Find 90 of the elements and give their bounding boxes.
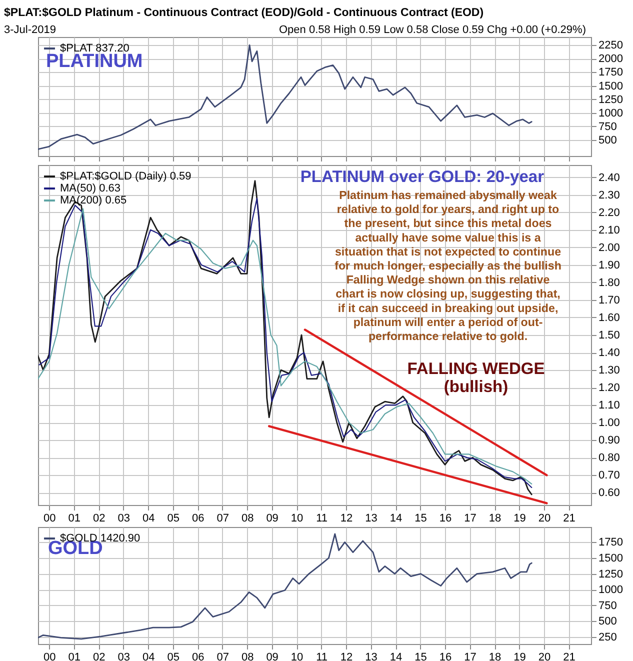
y-tick-label: 1.50 <box>598 330 620 342</box>
y-tick-label: 1250 <box>598 568 623 580</box>
y-tick-label: 2250 <box>598 40 623 52</box>
x-tick-label: 04 <box>142 652 155 661</box>
x-tick-label: 15 <box>414 652 427 661</box>
y-tick-label: 1000 <box>598 584 623 596</box>
legend-label: $PLAT:$GOLD (Daily) 0.59 <box>60 170 192 182</box>
x-tick-label: 01 <box>68 652 80 661</box>
x-tick-label: 19 <box>514 652 526 661</box>
x-tick-label: 15 <box>414 512 427 524</box>
y-tick-label: 1.20 <box>598 382 620 394</box>
y-tick-label: 2.30 <box>598 189 620 202</box>
x-tick-label: 21 <box>563 652 576 661</box>
x-tick-label: 11 <box>316 652 328 661</box>
text: Platinum has remained abysmally weak relative to gold for years, and right up to the present, but since this metal does actually have some value this is a situation that is not expected to continue for much longer, especially as the bullish Falling Wedge shown on this relative chart is now closing up, suggesting that, if it can succeed in breaking out upside, platinum will enter a period of out- performance relative to gold. <box>334 189 562 343</box>
x-tick-label: 20 <box>538 512 551 524</box>
line-series <box>38 44 532 150</box>
chart-title: $PLAT:$GOLD Platinum - Continuous Contract (EOD)/Gold - Continuous Contract (EOD) <box>4 7 484 19</box>
y-tick-label: 1000 <box>598 107 623 120</box>
x-tick-label: 06 <box>192 652 204 661</box>
y-tick-label: 0.90 <box>598 434 620 447</box>
y-tick-label: 1.40 <box>598 347 620 360</box>
y-tick-label: 750 <box>598 600 617 612</box>
x-tick-label: 20 <box>538 652 551 661</box>
x-tick-label: 14 <box>390 512 402 524</box>
y-tick-label: 1.70 <box>598 294 620 306</box>
y-tick-label: 0.60 <box>598 487 620 500</box>
x-tick-label: 12 <box>340 512 353 524</box>
x-tick-label: 16 <box>439 652 452 661</box>
x-tick-label: 04 <box>142 512 155 524</box>
y-tick-label: 1500 <box>598 552 623 564</box>
x-tick-label: 07 <box>216 512 229 524</box>
y-tick-label: 1750 <box>598 66 623 79</box>
x-tick-label: 18 <box>488 652 502 661</box>
y-tick-label: 2000 <box>598 53 623 66</box>
x-tick-label: 03 <box>118 512 130 524</box>
x-tick-label: 18 <box>488 512 502 524</box>
y-tick-label: 500 <box>598 134 617 147</box>
x-tick-label: 00 <box>44 652 56 661</box>
y-tick-label: 2.20 <box>598 206 620 219</box>
x-tick-label: 21 <box>563 512 576 524</box>
y-tick-label: 1.60 <box>598 312 620 324</box>
x-tick-label: 07 <box>216 652 229 661</box>
y-tick-label: 1500 <box>598 80 623 92</box>
x-tick-label: 13 <box>365 652 378 661</box>
x-tick-label: 08 <box>241 512 254 524</box>
y-tick-label: 500 <box>598 616 617 628</box>
x-tick-label: 13 <box>365 512 378 524</box>
y-tick-label: 0.80 <box>598 452 620 464</box>
y-tick-label: 2.00 <box>598 242 620 254</box>
y-tick-label: 2.40 <box>598 172 620 184</box>
legend-label: MA(200) 0.65 <box>60 194 127 206</box>
y-tick-label: 2.10 <box>598 224 620 236</box>
x-tick-label: 08 <box>241 652 254 661</box>
x-tick-label: 06 <box>192 512 204 524</box>
x-tick-label: 16 <box>439 512 452 524</box>
x-tick-label: 17 <box>464 652 476 661</box>
y-tick-label: 1.10 <box>598 400 620 412</box>
legend-label: MA(50) 0.63 <box>60 182 121 194</box>
y-tick-label: 1.90 <box>598 259 620 272</box>
text: Open 0.58 High 0.59 Low 0.58 Close 0.59 Chg +0.00 (+0.29%) <box>279 24 586 36</box>
x-tick-label: 10 <box>290 512 304 524</box>
x-tick-label: 02 <box>92 512 106 524</box>
x-tick-label: 02 <box>92 652 106 661</box>
chart-title: PLATINUM over GOLD: 20-year <box>300 168 545 186</box>
text: 3-Jul-2019 <box>4 24 56 36</box>
x-tick-label: 14 <box>390 652 402 661</box>
x-tick-label: 03 <box>118 652 130 661</box>
y-tick-label: 1.30 <box>598 364 620 377</box>
y-tick-label: 1750 <box>598 536 623 549</box>
x-tick-label: 00 <box>44 512 56 524</box>
x-tick-label: 01 <box>68 512 80 524</box>
annotation: (bullish) <box>444 378 508 396</box>
x-tick-label: 09 <box>266 512 278 524</box>
y-tick-label: 250 <box>598 632 617 644</box>
x-tick-label: 09 <box>266 652 278 661</box>
x-tick-label: 11 <box>316 512 328 524</box>
y-tick-label: 1250 <box>598 94 623 106</box>
x-tick-label: 19 <box>514 512 526 524</box>
x-tick-label: 10 <box>290 652 304 661</box>
x-tick-label: 12 <box>340 652 353 661</box>
x-tick-label: 05 <box>167 652 180 661</box>
x-tick-label: 17 <box>464 512 476 524</box>
y-tick-label: 1.80 <box>598 276 620 289</box>
line-series <box>38 533 532 640</box>
x-tick-label: 05 <box>167 512 180 524</box>
annotation: FALLING WEDGE <box>407 360 545 378</box>
y-tick-label: 1.00 <box>598 417 620 430</box>
y-tick-label: 0.70 <box>598 470 620 482</box>
y-tick-label: 750 <box>598 120 617 133</box>
